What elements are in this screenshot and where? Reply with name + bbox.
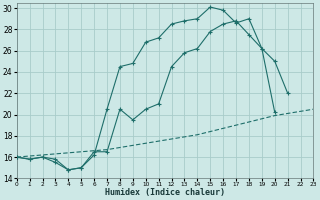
X-axis label: Humidex (Indice chaleur): Humidex (Indice chaleur) (105, 188, 225, 197)
